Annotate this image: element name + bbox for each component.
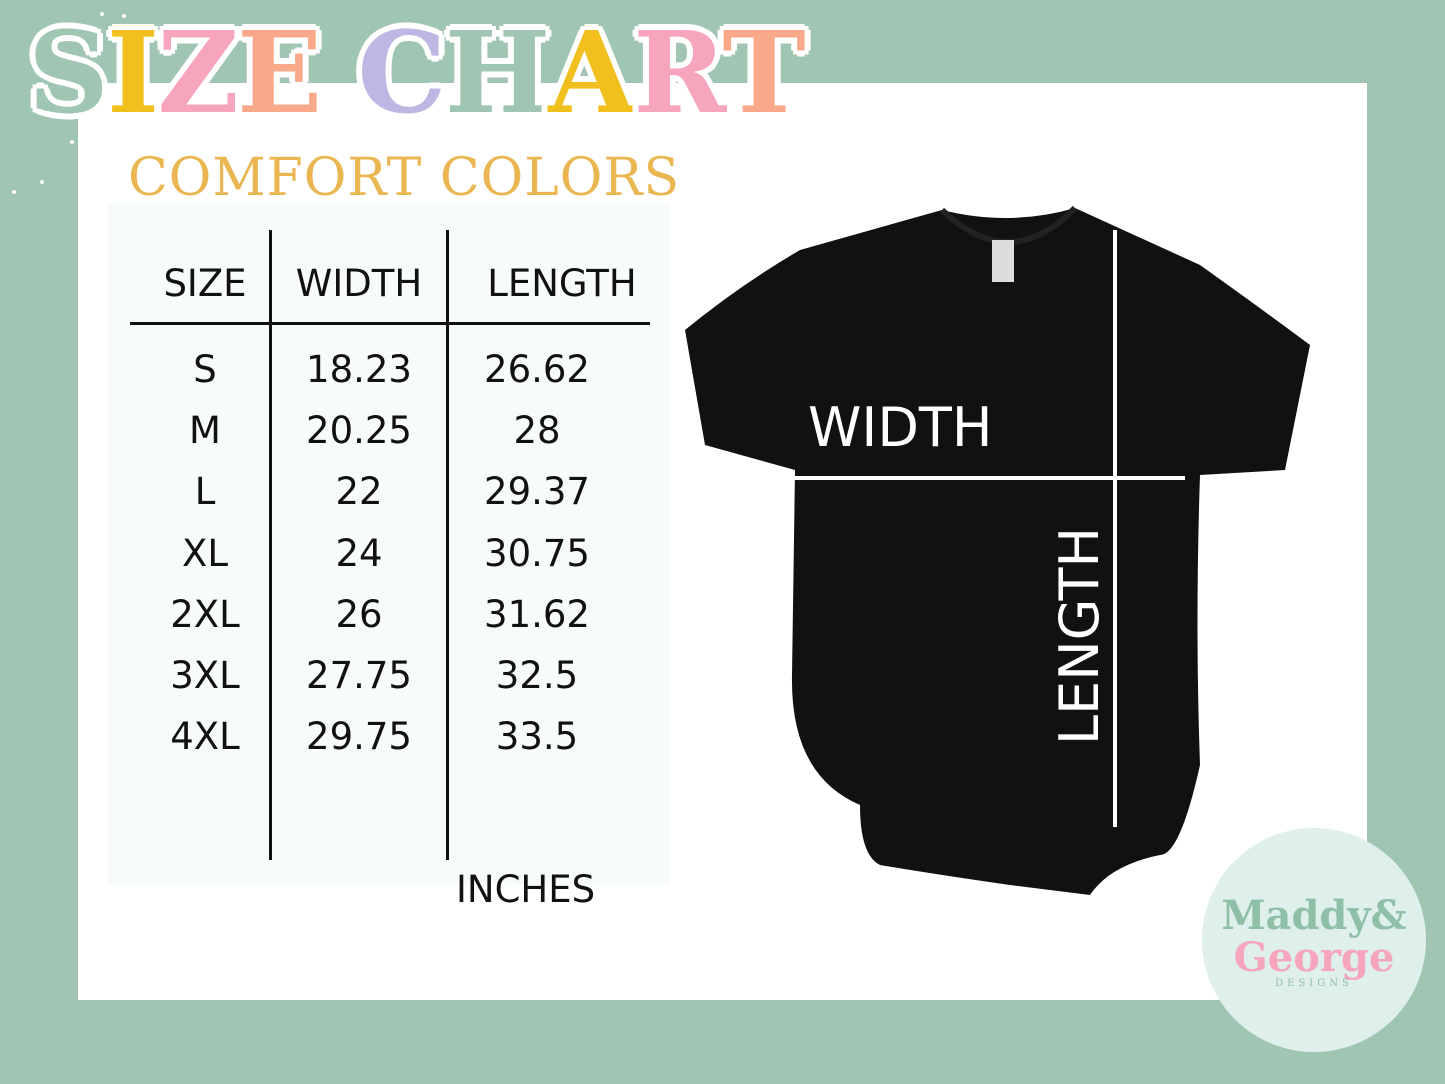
logo-line3: DESIGNS (1275, 978, 1353, 989)
title-letter: S (28, 8, 109, 139)
cell-width: 26 (335, 592, 383, 636)
confetti-dot (122, 14, 126, 18)
title-letter: A (548, 8, 635, 139)
tshirt-body (685, 208, 1310, 895)
cell-width: 24 (335, 531, 383, 575)
cell-width: 27.75 (306, 654, 412, 697)
title-letter: R (633, 8, 724, 139)
cell-length: 28 (513, 409, 561, 453)
length-label: LENGTH (1048, 526, 1111, 745)
cell-length: 26.62 (484, 348, 590, 391)
cell-length: 29.37 (484, 470, 590, 514)
cell-size: S (193, 348, 217, 391)
brand-subtitle: COMFORT COLORS (128, 148, 681, 208)
unit-label: INCHES (456, 868, 596, 911)
confetti-dot (100, 12, 104, 16)
confetti-dot (40, 180, 44, 184)
title-letter: C (357, 8, 446, 139)
cell-size: L (194, 470, 216, 514)
cell-length: 31.62 (484, 592, 590, 636)
logo-line1: Maddy& (1221, 892, 1407, 939)
width-label: WIDTH (808, 396, 993, 459)
page-title: SIZE CHART (28, 18, 806, 130)
column-divider (269, 230, 272, 860)
cell-length: 33.5 (495, 715, 579, 759)
brand-logo: Maddy& George DESIGNS (1196, 822, 1432, 1058)
cell-length: 30.75 (484, 531, 590, 575)
tshirt-image (685, 205, 1310, 895)
cell-size: XL (182, 531, 228, 575)
confetti-dot (70, 140, 74, 144)
cell-size: 3XL (170, 654, 240, 697)
header-divider (130, 322, 650, 325)
size-table (108, 203, 670, 885)
title-letter: I (106, 8, 159, 139)
title-letter: E (237, 8, 322, 139)
cell-width: 18.23 (306, 348, 412, 391)
cell-size: 2XL (170, 592, 240, 636)
confetti-dot (12, 190, 16, 194)
header-width: WIDTH (295, 262, 423, 305)
cell-size: 4XL (170, 715, 240, 759)
title-letter: Z (157, 8, 239, 139)
cell-width: 20.25 (306, 409, 412, 453)
header-length: LENGTH (487, 262, 637, 305)
shirt-tag (992, 240, 1014, 282)
logo-line2: George (1233, 934, 1395, 981)
title-letter: T (722, 8, 805, 139)
cell-width: 22 (335, 470, 383, 514)
cell-width: 29.75 (306, 715, 412, 759)
title-letter: H (444, 8, 551, 139)
cell-size: M (189, 409, 221, 453)
column-divider (446, 230, 449, 860)
cell-length: 32.5 (495, 654, 579, 697)
header-size: SIZE (163, 262, 247, 305)
